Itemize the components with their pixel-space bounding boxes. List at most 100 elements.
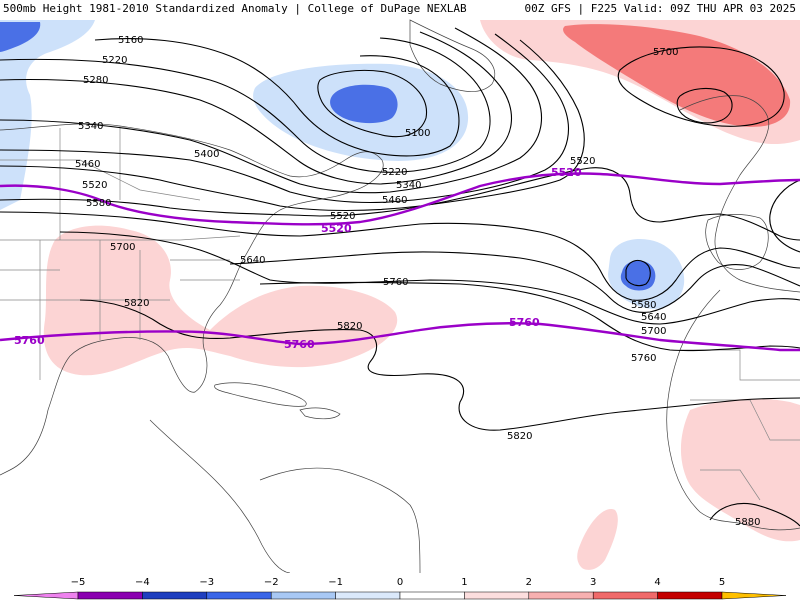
contour-label-group: 5160 5220 5280 5340 5400 5460 5520 5580 … — [75, 35, 760, 528]
contour-label: 5340 — [78, 121, 103, 132]
contour-label: 5640 — [240, 255, 265, 266]
colorbar-segment — [528, 591, 594, 600]
contour-label: 5580 — [86, 198, 111, 209]
anomaly-map: 5160 5220 5280 5340 5400 5460 5520 5580 … — [0, 19, 800, 573]
colorbar-segment — [657, 591, 723, 600]
colorbar-segment — [464, 591, 530, 600]
contour-label: 5820 — [337, 321, 362, 332]
highlight-label-group: 5520 5520 5760 5760 5760 — [14, 166, 582, 351]
colorbar-tick-label: −3 — [199, 577, 214, 588]
contour-label: 5100 — [405, 128, 430, 139]
contour-label: 5640 — [641, 312, 666, 323]
contour-east-edge — [769, 179, 800, 253]
contour-label: 5760 — [383, 277, 408, 288]
contour-label: 5160 — [118, 35, 143, 46]
negative-anomaly-nw-core — [0, 22, 41, 52]
contour-5400 — [0, 33, 569, 204]
contour-label: 5880 — [735, 517, 760, 528]
run-info: 00Z GFS | F225 Valid: 09Z THU APR 03 202… — [524, 2, 796, 15]
contour-label: 5700 — [110, 242, 135, 253]
colorbar-segments — [13, 591, 787, 600]
contour-label: 5700 — [641, 326, 666, 337]
anomaly-colorbar: −5 −4 −3 −2 −1 0 1 2 3 4 5 — [13, 577, 787, 600]
highlight-label: 5760 — [509, 316, 540, 329]
colorbar-segment — [399, 591, 465, 600]
highlight-label: 5760 — [284, 338, 315, 351]
colorbar-segment — [270, 591, 336, 600]
highlight-label: 5520 — [321, 222, 352, 235]
highlight-5520 — [0, 172, 800, 226]
colorbar-segment — [335, 591, 401, 600]
contour-5580-inner — [625, 259, 651, 287]
contour-5700 — [59, 231, 800, 325]
contour-label: 5520 — [82, 180, 107, 191]
contour-label: 5220 — [382, 167, 407, 178]
europe-coast — [679, 95, 800, 293]
colorbar-tick-label: 1 — [461, 577, 467, 588]
contour-label: 5400 — [194, 149, 219, 160]
contour-5280 — [0, 31, 513, 185]
contour-5700-europe — [617, 46, 785, 127]
contour-5880 — [709, 502, 800, 527]
greenland-coast — [409, 19, 496, 92]
highlight-5760 — [0, 322, 800, 352]
colorbar-tick-label: 0 — [397, 577, 403, 588]
positive-anomaly-gulf-guinea — [577, 509, 618, 570]
colorbar-tick-label: 2 — [526, 577, 532, 588]
contour-5160 — [94, 38, 460, 157]
highlight-contours — [0, 172, 800, 352]
contour-5460 — [0, 39, 585, 212]
colorbar-tick-label: −4 — [135, 577, 150, 588]
colorbar-segment — [206, 591, 272, 600]
negative-anomaly-nw — [0, 20, 95, 210]
colorbar-segment — [592, 591, 658, 600]
contour-5820 — [79, 299, 800, 431]
map-title: 500mb Height 1981-2010 Standardized Anom… — [3, 2, 467, 15]
anomaly-shading — [0, 20, 800, 570]
contour-label: 5760 — [631, 353, 656, 364]
central-america-coast — [149, 419, 291, 573]
map-header: 500mb Height 1981-2010 Standardized Anom… — [0, 0, 800, 18]
positive-anomaly-africa — [680, 398, 800, 542]
contour-label: 5280 — [83, 75, 108, 86]
contour-label: 5220 — [102, 55, 127, 66]
colorbar-tick-label: 4 — [654, 577, 660, 588]
negative-anomaly-labrador-core — [330, 84, 398, 124]
colorbar-tick-label: −2 — [264, 577, 279, 588]
iberia-coast — [705, 214, 769, 270]
colorbar-tick-label: 3 — [590, 577, 596, 588]
contour-label: 5820 — [507, 431, 532, 442]
highlight-label: 5760 — [14, 334, 45, 347]
contour-label: 5520 — [330, 211, 355, 222]
hispaniola-coast — [299, 407, 341, 420]
contour-label: 5520 — [570, 156, 595, 167]
canada-provinces — [0, 126, 241, 241]
contour-5340 — [0, 27, 543, 194]
contour-5640-europe — [676, 87, 733, 124]
coastlines — [0, 19, 800, 573]
south-america-coast — [259, 467, 421, 573]
colorbar-segment — [13, 591, 79, 600]
north-america-coast — [0, 123, 384, 476]
highlight-label: 5520 — [551, 166, 582, 179]
contour-5100 — [317, 69, 428, 138]
contour-5580 — [0, 211, 800, 301]
colorbar-tick-label: −5 — [71, 577, 86, 588]
cuba-coast — [214, 382, 307, 407]
colorbar-segment — [142, 591, 208, 600]
contour-label: 5820 — [124, 298, 149, 309]
contour-label: 5580 — [631, 300, 656, 311]
contour-label: 5460 — [75, 159, 100, 170]
contour-5220-north — [0, 37, 491, 173]
contour-label: 5460 — [382, 195, 407, 206]
contour-5760 — [259, 281, 800, 352]
colorbar-tick-label: 5 — [719, 577, 725, 588]
colorbar-segment — [77, 591, 143, 600]
contour-label: 5700 — [653, 47, 678, 58]
colorbar-tick-label: −1 — [328, 577, 343, 588]
contour-label: 5340 — [396, 180, 421, 191]
colorbar-ticks: −5 −4 −3 −2 −1 0 1 2 3 4 5 — [71, 577, 726, 588]
contour-5640 — [229, 251, 800, 313]
colorbar-segment — [721, 591, 787, 600]
height-contours — [0, 27, 800, 527]
